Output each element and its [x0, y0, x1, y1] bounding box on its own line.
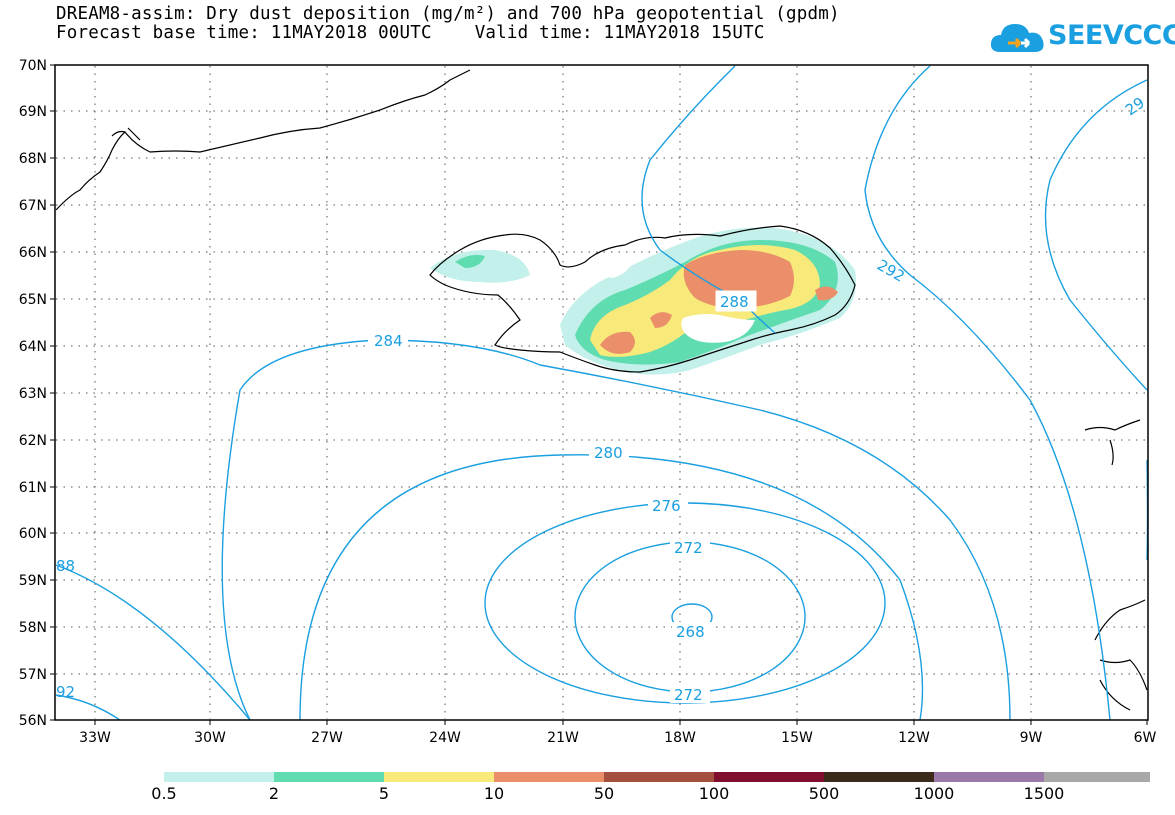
- graticule: [56, 66, 1147, 719]
- contour-label-88: 88: [56, 557, 75, 575]
- contour-label-29: 29: [1122, 94, 1148, 120]
- legend-label: 50: [593, 784, 615, 803]
- legend-label: 2: [268, 784, 280, 803]
- lat-label: 59N: [19, 573, 47, 589]
- axis-ticks: [50, 64, 1148, 725]
- contour-label-272-bottom: 272: [674, 686, 703, 704]
- contour-label-284: 284: [374, 332, 403, 350]
- lat-label: 63N: [19, 386, 47, 402]
- legend-label: 1000: [913, 784, 955, 803]
- legend-swatch: [274, 772, 384, 782]
- lon-label: 6W: [1134, 730, 1157, 746]
- lon-label: 18W: [664, 730, 696, 746]
- contour-label-92: 92: [56, 683, 75, 701]
- legend-label: 0.5: [151, 784, 177, 803]
- legend-swatch: [934, 772, 1044, 782]
- lat-label: 56N: [19, 713, 47, 729]
- lat-label: 61N: [19, 480, 47, 496]
- contour-label-280: 280: [594, 444, 623, 462]
- lat-label: 57N: [19, 667, 47, 683]
- lon-label: 33W: [79, 730, 111, 746]
- cloud-icon: [990, 24, 1044, 52]
- legend-label: 10: [483, 784, 505, 803]
- lat-label: 65N: [19, 292, 47, 308]
- contour-label-272-top: 272: [674, 539, 703, 557]
- lat-label: 70N: [19, 58, 47, 74]
- contour-label-268: 268: [676, 623, 705, 641]
- seevccc-logo: SEEVCCC: [990, 14, 1175, 58]
- map-title: DREAM8-assim: Dry dust deposition (mg/m²…: [56, 4, 840, 24]
- map-subtitle: Forecast base time: 11MAY2018 00UTC Vali…: [56, 23, 765, 43]
- contour-label-288: 288: [720, 293, 749, 311]
- lat-label: 64N: [19, 339, 47, 355]
- lon-label: 9W: [1020, 730, 1043, 746]
- legend-label: 5: [378, 784, 390, 803]
- legend-swatch: [714, 772, 824, 782]
- lon-label: 21W: [547, 730, 579, 746]
- legend-swatch: [494, 772, 604, 782]
- lat-label: 62N: [19, 433, 47, 449]
- lat-label: 68N: [19, 151, 47, 167]
- legend-swatch: [604, 772, 714, 782]
- contour-label-276: 276: [652, 497, 681, 515]
- longitude-labels: 33W 30W 27W 24W 21W 18W 15W 12W 9W 6W: [79, 730, 1156, 746]
- contour-label-292: 292: [874, 256, 908, 286]
- lon-label: 30W: [194, 730, 226, 746]
- lat-label: 67N: [19, 198, 47, 214]
- geopotential-contours: [55, 65, 1148, 720]
- coastlines: [55, 69, 1148, 711]
- legend-label: 500: [808, 784, 840, 803]
- legend-label: 1500: [1023, 784, 1065, 803]
- dust-deposition-field: [430, 227, 856, 375]
- lon-label: 12W: [898, 730, 930, 746]
- lat-label: 60N: [19, 526, 47, 542]
- map-frame: [54, 64, 1149, 721]
- lon-label: 15W: [781, 730, 813, 746]
- latitude-labels: 70N 69N 68N 67N 66N 65N 64N 63N 62N 61N …: [19, 58, 47, 729]
- lat-label: 66N: [19, 245, 47, 261]
- lat-label: 58N: [19, 620, 47, 636]
- legend-label: 100: [698, 784, 730, 803]
- legend-swatch: [824, 772, 934, 782]
- legend-swatch: [384, 772, 494, 782]
- lon-label: 27W: [311, 730, 343, 746]
- legend-swatch: [1044, 772, 1150, 782]
- legend-swatch: [164, 772, 274, 782]
- lon-label: 24W: [429, 730, 461, 746]
- logo-text: SEEVCCC: [1048, 20, 1175, 51]
- lat-label: 69N: [19, 104, 47, 120]
